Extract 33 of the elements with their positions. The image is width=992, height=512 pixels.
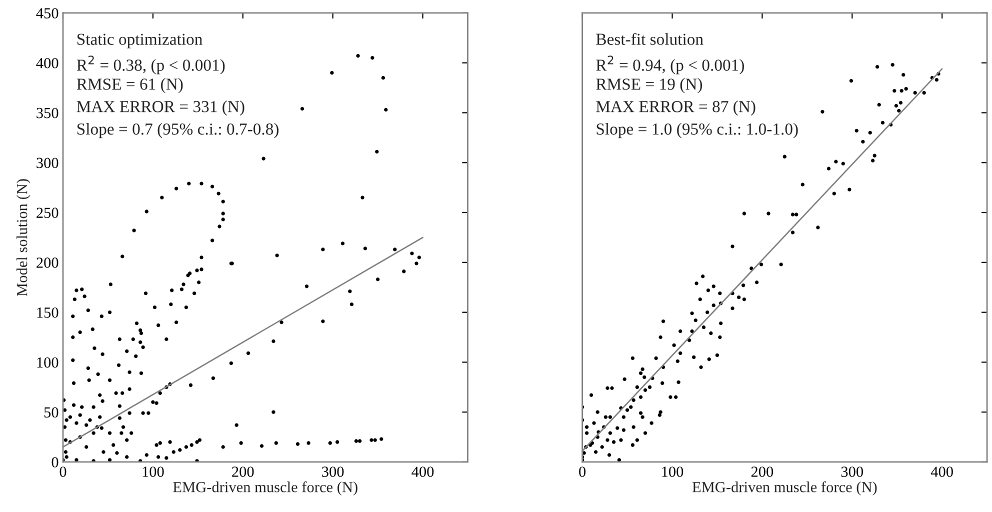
annotation: RMSE = 61 (N) [76,78,183,94]
annotation: Best-fit solution [596,32,704,45]
y-axis-title: Model solution (N) [16,179,30,296]
annotation: MAX ERROR = 87 (N) [596,100,756,116]
y-tick-label: 100 [37,357,58,368]
y-tick-label: 200 [36,258,58,268]
annotation: R$^{2}$ = 0.94, (p < 0.001) [596,56,744,74]
annotation: Slope = 0.7 (95% c.i.: 0.7-0.8) [77,122,279,138]
x-tick-label: 300 [841,466,864,477]
y-tick-label: 450 [36,8,58,18]
annotation: Static optimization [77,34,202,48]
annotation: RMSE = 19 (N) [596,78,702,94]
annotation: R$^{2}$ = 0.38, (p < 0.001) [76,56,225,74]
x-tick-label: 0 [579,466,586,477]
y-tick-label: 400 [36,58,58,68]
x-tick-label: 100 [662,466,684,477]
x-tick-label: 200 [232,466,254,477]
x-tick-label: 0 [60,466,66,477]
x-axis-title: EMG-driven muscle force (N) [173,481,358,496]
y-tick-label: 0 [52,457,58,468]
x-tick-label: 200 [751,466,774,477]
x-tick-label: 300 [322,466,344,477]
x-tick-label: 400 [412,466,434,477]
y-tick-label: 50 [44,407,58,418]
y-tick-label: 350 [36,108,58,118]
x-tick-label: 400 [930,466,953,477]
x-axis-title: EMG-driven muscle force (N) [692,481,877,496]
y-tick-label: 300 [36,158,58,168]
y-tick-label: 250 [36,208,58,218]
annotation: Slope = 1.0 (95% c.i.: 1.0-1.0) [596,122,798,138]
annotation: MAX ERROR = 331 (N) [76,100,244,116]
y-tick-label: 150 [37,307,58,318]
x-tick-label: 100 [142,466,164,477]
